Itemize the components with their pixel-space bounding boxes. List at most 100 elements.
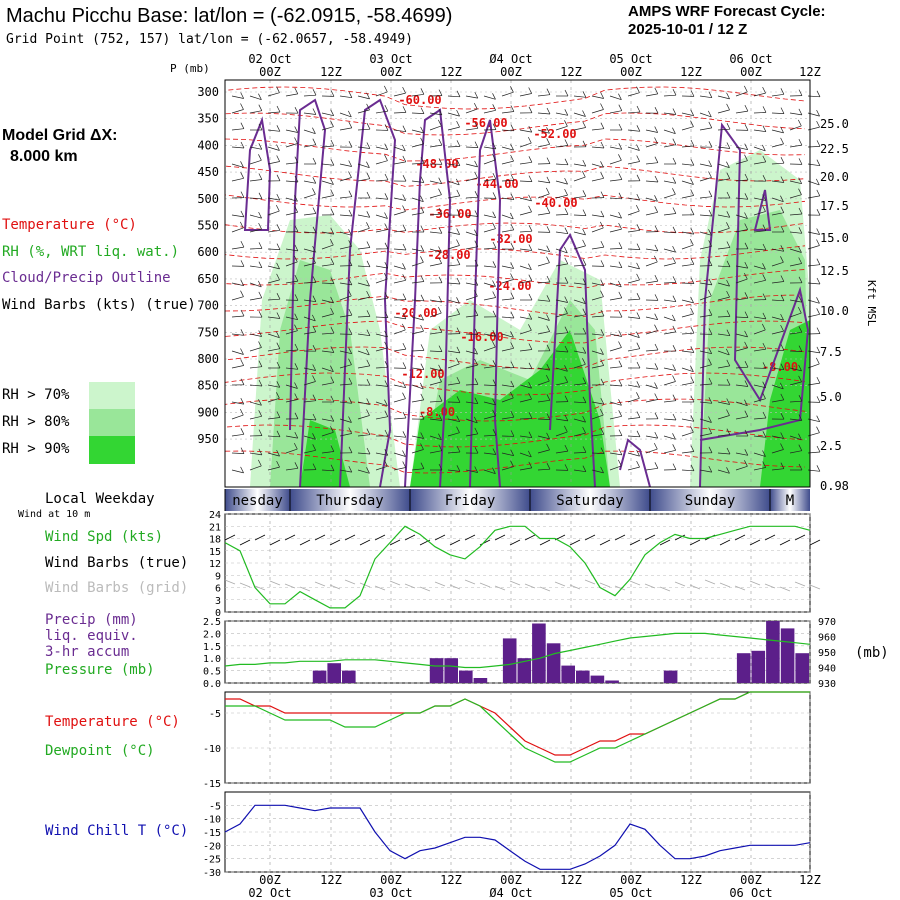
wind-barb-flag — [780, 195, 784, 202]
wind-barb — [645, 384, 658, 389]
wind-barb — [681, 382, 694, 386]
wind-barb-flag — [762, 411, 767, 419]
pressure-tick: 550 — [197, 219, 219, 233]
wind-barb — [267, 384, 280, 388]
wind-barb — [627, 210, 640, 216]
weekday-cell — [530, 489, 650, 511]
wind-barb-flag — [546, 275, 551, 283]
wind-barb — [537, 468, 551, 471]
wind-barb — [573, 195, 586, 199]
wind-barb — [789, 435, 802, 441]
wind-barb-flag — [294, 431, 299, 439]
wind-barb-flag — [312, 245, 316, 253]
wind-barb — [789, 381, 802, 386]
wind-barb — [627, 92, 640, 97]
wind-barb — [645, 180, 659, 183]
wind-barb — [231, 214, 244, 218]
time-tick-top: 00Z — [500, 65, 522, 79]
wind-barb-flag — [815, 357, 820, 365]
wind-barb-flag — [582, 358, 586, 365]
wind-barb-flag — [564, 395, 569, 402]
wind-barb — [465, 163, 478, 168]
wind-barb — [645, 316, 658, 321]
wind-barb — [591, 452, 605, 454]
wind-barb-flag — [618, 429, 623, 436]
wind-barb — [519, 280, 532, 284]
wind-barb-flag — [618, 311, 623, 318]
temperature-contour — [224, 245, 806, 260]
wind-barb-flag — [564, 464, 569, 471]
wind-barb — [231, 95, 244, 99]
wind-barb-flag — [312, 375, 316, 382]
grid-wind-barb — [374, 585, 386, 591]
wind-barb-flag — [420, 157, 425, 164]
wind-panel-ytick: 0 — [215, 608, 221, 619]
pressure-tick: 800 — [197, 352, 219, 366]
wind-barb-flag — [240, 260, 245, 267]
wind-barb — [267, 397, 280, 403]
wind-barb — [519, 93, 532, 97]
wind-barb-flag — [726, 409, 730, 416]
wind-barb — [789, 180, 802, 185]
wind-barb-flag — [240, 210, 245, 218]
surface-wind-barb — [389, 539, 401, 546]
wind-barb — [501, 214, 514, 220]
grid-wind-barb — [464, 579, 476, 585]
wind-barb — [411, 261, 424, 267]
wind-barb-flag — [672, 444, 677, 451]
legend-precip-2: liq. equiv. — [45, 628, 138, 644]
wind-barb-flag — [366, 290, 370, 298]
height-tick: 22.5 — [820, 142, 849, 156]
wind-barb-flag — [510, 193, 515, 200]
wind-barb — [357, 265, 371, 268]
wind-barb — [357, 452, 371, 455]
wind-barb — [699, 469, 712, 473]
wind-barb — [645, 367, 658, 370]
wind-barb-flag — [636, 449, 640, 457]
wind-barb-flag — [492, 398, 496, 406]
wind-barb-flag — [708, 347, 713, 354]
wind-barb — [609, 465, 622, 471]
wind-barb — [627, 348, 640, 352]
wind-barb-flag — [744, 242, 749, 249]
wind-barb — [231, 163, 244, 168]
wind-barb-flag — [311, 314, 316, 322]
wind-barb — [267, 265, 280, 270]
wind-barb — [699, 163, 712, 167]
wind-barb-flag — [510, 105, 515, 112]
wind-barb — [753, 211, 766, 216]
wind-barb — [735, 416, 748, 420]
wind-barb-flag — [797, 306, 802, 314]
wind-barb — [447, 231, 460, 235]
wind-barb — [573, 112, 586, 117]
wind-barb-flag — [239, 408, 244, 416]
wind-barb-flag — [276, 342, 281, 349]
wind-barb-flag — [600, 397, 605, 405]
surface-wind-barb — [569, 539, 581, 546]
wind-barb-flag — [744, 292, 749, 299]
wind-barb-flag — [348, 278, 353, 286]
wind-barb-flag — [312, 256, 316, 264]
wind-barb-flag — [402, 342, 407, 350]
wind-barb — [789, 312, 802, 318]
wind-barb — [249, 159, 262, 165]
wind-barb — [285, 349, 299, 352]
wind-barb — [771, 299, 785, 302]
precip-panel-ytick: 1.0 — [203, 654, 221, 665]
wind-barb-flag — [672, 108, 677, 115]
wind-barb-flag — [294, 274, 299, 282]
wind-barb-flag — [474, 290, 478, 297]
wind-barb — [519, 398, 532, 403]
wind-barb-flag — [420, 344, 425, 351]
local-weekday-label: Local Weekday — [45, 491, 155, 507]
wind-barb — [303, 248, 316, 253]
pressure-tick: 950 — [197, 432, 219, 446]
weekday-label: Friday — [445, 493, 496, 509]
wind-barb-flag — [348, 121, 353, 129]
wind-barb — [627, 298, 641, 301]
wind-barb-flag — [618, 93, 622, 100]
wind-barb-flag — [294, 393, 299, 400]
wind-barb-flag — [384, 311, 389, 318]
wind-barb — [699, 177, 712, 182]
wind-barb — [717, 452, 731, 455]
